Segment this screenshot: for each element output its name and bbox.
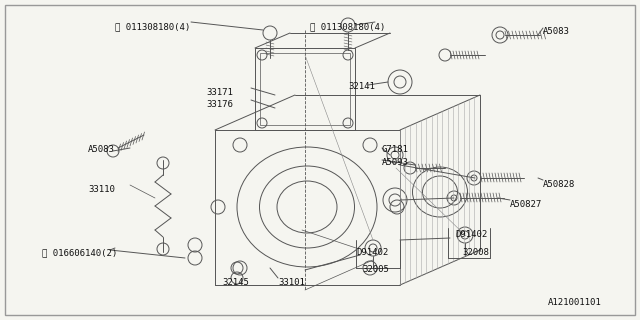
Text: D91402: D91402: [356, 248, 388, 257]
Text: 33176: 33176: [206, 100, 233, 109]
Text: 32141: 32141: [348, 82, 375, 91]
Text: 33110: 33110: [88, 185, 115, 194]
Text: G7181: G7181: [382, 145, 409, 154]
Text: Ⓑ 016606140(2): Ⓑ 016606140(2): [42, 248, 117, 257]
Text: A5083: A5083: [88, 145, 115, 154]
Ellipse shape: [413, 167, 467, 217]
Text: Ⓑ 011308180(4): Ⓑ 011308180(4): [115, 22, 190, 31]
Text: 33101: 33101: [278, 278, 305, 287]
Text: A121001101: A121001101: [548, 298, 602, 307]
Text: A50828: A50828: [543, 180, 575, 189]
Text: A5093: A5093: [382, 158, 409, 167]
Ellipse shape: [237, 147, 377, 267]
Text: 32008: 32008: [462, 248, 489, 257]
Text: 32145: 32145: [222, 278, 249, 287]
Text: 32005: 32005: [362, 265, 389, 274]
Bar: [260, 53, 350, 125]
Text: A5083: A5083: [543, 27, 570, 36]
Text: 33171: 33171: [206, 88, 233, 97]
Text: D91402: D91402: [455, 230, 487, 239]
Text: Ⓑ 011308180(4): Ⓑ 011308180(4): [310, 22, 385, 31]
Text: A50827: A50827: [510, 200, 542, 209]
